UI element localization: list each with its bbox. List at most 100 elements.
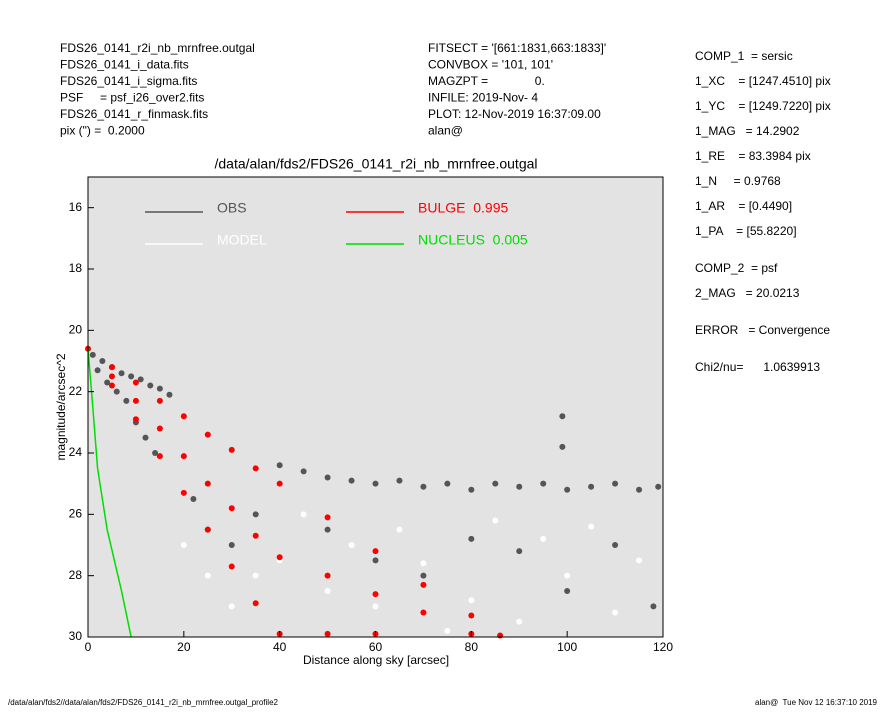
data-point <box>516 618 523 625</box>
y-tick-label: 28 <box>69 568 83 582</box>
data-point <box>108 373 115 380</box>
data-point <box>612 609 619 616</box>
header-left-line: FDS26_0141_r2i_nb_mrnfree.outgal <box>60 41 255 55</box>
x-tick-label: 60 <box>369 640 383 654</box>
y-tick-label: 24 <box>69 445 83 459</box>
header-middle-line: CONVBOX = '101, 101' <box>428 58 553 72</box>
footer-right: alan@ Tue Nov 12 16:37:10 2019 <box>755 698 878 707</box>
data-point <box>132 416 139 423</box>
y-tick-label: 20 <box>69 323 83 337</box>
data-point <box>104 379 111 386</box>
data-point <box>372 480 379 487</box>
header-right-line: 1_MAG = 14.2902 <box>695 124 800 138</box>
header-middle-line: INFILE: 2019-Nov- 4 <box>428 91 538 105</box>
data-point <box>348 542 355 548</box>
header-right-line: 1_N = 0.9768 <box>695 174 781 188</box>
data-point <box>204 480 211 487</box>
data-point <box>152 450 159 456</box>
series-line <box>87 348 132 638</box>
y-tick-label: 26 <box>69 507 83 521</box>
header-left-line: FDS26_0141_i_data.fits <box>60 58 189 72</box>
data-point <box>420 483 427 490</box>
y-tick-label: 22 <box>69 384 83 398</box>
data-point <box>132 397 139 404</box>
header-middle-line: alan@ <box>428 124 463 138</box>
data-point <box>94 367 101 374</box>
data-point <box>204 431 211 438</box>
data-point <box>204 572 211 579</box>
data-point <box>372 557 379 564</box>
data-point <box>396 526 403 533</box>
data-point <box>348 477 355 484</box>
data-point <box>564 588 571 594</box>
data-point <box>156 425 163 432</box>
data-point <box>372 591 379 598</box>
data-point <box>516 483 523 490</box>
data-point <box>156 397 163 404</box>
data-point <box>252 600 259 607</box>
data-point <box>372 548 379 555</box>
data-point <box>252 572 259 579</box>
data-point <box>650 603 657 610</box>
data-point <box>372 603 379 610</box>
plot-area <box>88 177 663 637</box>
data-point <box>559 443 566 450</box>
data-point <box>108 364 115 371</box>
data-point <box>612 480 619 487</box>
data-point <box>252 511 259 518</box>
data-point <box>636 557 643 564</box>
header-right-line: COMP_2 = psf <box>695 261 778 275</box>
data-point <box>252 532 259 539</box>
header-left-line: PSF = psf_i26_over2.fits <box>60 91 204 105</box>
data-point <box>396 477 403 484</box>
legend-label: OBS <box>217 200 247 216</box>
data-point <box>300 468 307 475</box>
data-point <box>128 373 135 380</box>
data-point <box>588 523 595 530</box>
data-point <box>468 612 475 619</box>
legend-label: MODEL <box>217 232 267 248</box>
data-point <box>420 572 427 579</box>
data-point <box>444 627 451 634</box>
data-point <box>228 505 235 512</box>
data-point <box>156 385 163 392</box>
data-point <box>300 511 307 518</box>
data-point <box>180 489 187 496</box>
x-axis-label: Distance along sky [arcsec] <box>303 653 449 667</box>
legend-label: NUCLEUS 0.005 <box>418 232 528 248</box>
x-tick-label: 20 <box>177 640 191 654</box>
data-point <box>132 379 139 386</box>
data-point <box>324 630 331 637</box>
x-tick-label: 0 <box>85 640 92 654</box>
x-tick-label: 40 <box>273 640 287 654</box>
header-right-line: 1_YC = [1249.7220] pix <box>695 99 831 113</box>
data-point <box>89 351 96 358</box>
data-point <box>99 358 106 364</box>
data-point <box>118 370 125 377</box>
data-point <box>588 483 595 490</box>
data-point <box>444 480 451 487</box>
header-middle-line: PLOT: 12-Nov-2019 16:37:09.00 <box>428 107 601 121</box>
x-tick-label: 100 <box>557 640 577 654</box>
data-point <box>147 382 154 389</box>
data-point <box>166 391 173 398</box>
data-point <box>516 548 523 555</box>
data-point <box>497 632 504 639</box>
data-point <box>228 446 235 453</box>
data-point <box>564 572 571 579</box>
data-layer <box>85 345 662 639</box>
header-right-line: 1_AR = [0.4490] <box>695 199 792 213</box>
data-point <box>276 462 283 469</box>
data-point <box>468 597 475 604</box>
data-point <box>180 413 187 420</box>
header-right-line: COMP_1 = sersic <box>695 49 793 63</box>
data-point <box>636 486 643 493</box>
data-point <box>468 535 475 542</box>
data-point <box>420 581 427 588</box>
footer-left: /data/alan/fds2//data/alan/fds2/FDS26_01… <box>8 698 279 707</box>
data-point <box>276 480 283 487</box>
data-point <box>324 588 331 594</box>
legend-label: BULGE 0.995 <box>418 200 508 216</box>
x-tick-label: 80 <box>465 640 479 654</box>
